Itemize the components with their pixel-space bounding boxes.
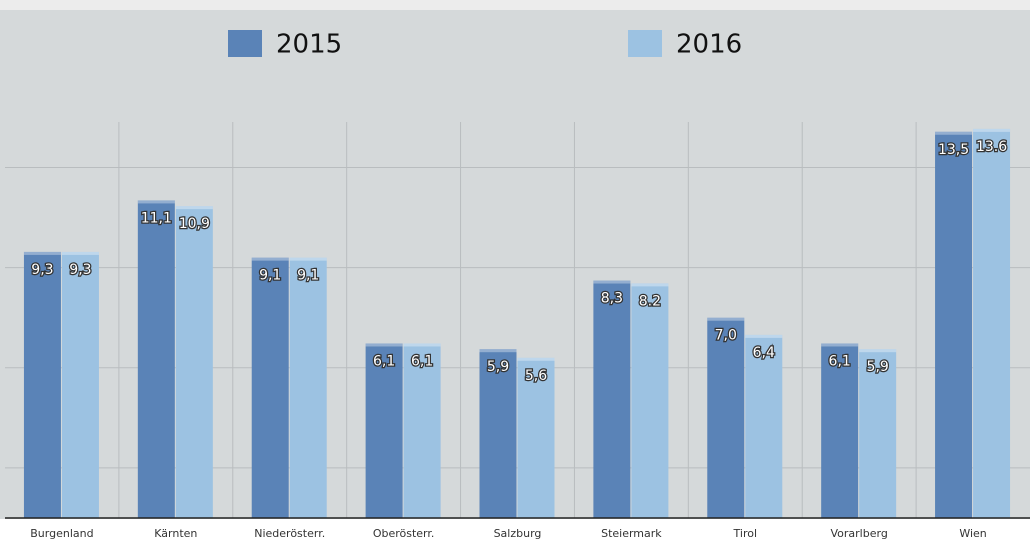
bar-highlight [61,251,99,255]
bar [479,349,517,518]
bar-highlight [631,283,669,287]
value-label: 9,1 [297,268,319,284]
value-label: 5,9 [487,359,509,375]
label-band [0,519,1030,544]
value-label: 8.2 [639,293,661,309]
legend-swatch [228,30,262,57]
x-tick-label: Salzburg [494,527,542,540]
value-label: 5,9 [867,359,889,375]
x-tick-label: Oberösterr. [373,527,435,540]
value-label: 9,1 [259,268,281,284]
legend-swatch [628,30,662,57]
bar-highlight [859,349,897,353]
bar [821,343,859,518]
value-label: 7,0 [715,328,737,344]
bar [517,357,555,518]
value-label: 13,5 [938,142,969,158]
bar-highlight [707,317,745,321]
value-label: 5,6 [525,368,547,384]
bar-highlight [365,343,403,347]
bar [631,283,669,518]
bar [365,343,403,518]
value-label: 9,3 [69,262,91,278]
bar [251,257,289,518]
value-label: 9,3 [31,262,53,278]
legend-label: 2016 [676,30,742,60]
bar-highlight [745,334,783,338]
bar-highlight [23,251,61,255]
top-strip [0,0,1030,10]
bar [23,251,61,518]
bar-highlight [479,349,517,353]
legend-label: 2015 [276,30,342,60]
bar-highlight [935,131,973,135]
bar-highlight [137,200,175,204]
bar [61,251,99,518]
value-label: 10,9 [179,216,210,232]
x-tick-label: Wien [959,527,986,540]
bar-highlight [593,280,631,284]
bar [137,200,175,518]
x-tick-label: Niederösterr. [254,527,325,540]
bar [403,343,441,518]
value-label: 6,1 [829,353,851,369]
bar [289,257,327,518]
bar [935,131,973,518]
x-tick-label: Burgenland [30,527,93,540]
value-label: 13.6 [976,139,1007,155]
bar-highlight [175,206,213,210]
value-label: 11,1 [141,210,172,226]
bar-highlight [289,257,327,261]
bar [593,280,631,518]
bar [707,317,745,518]
value-label: 6,1 [411,353,433,369]
bar-highlight [517,357,555,361]
x-tick-label: Kärnten [154,527,197,540]
bar [745,334,783,518]
bar-highlight [251,257,289,261]
bar [175,206,213,518]
x-tick-label: Tirol [733,527,758,540]
bar-highlight [403,343,441,347]
x-tick-label: Steiermark [601,527,662,540]
value-label: 6,4 [753,345,775,361]
bar [859,349,897,518]
bar-highlight [821,343,859,347]
bar-highlight [973,128,1011,132]
bar [973,128,1011,518]
value-label: 8,3 [601,291,623,307]
value-label: 6,1 [373,353,395,369]
x-tick-label: Vorarlberg [831,527,888,540]
